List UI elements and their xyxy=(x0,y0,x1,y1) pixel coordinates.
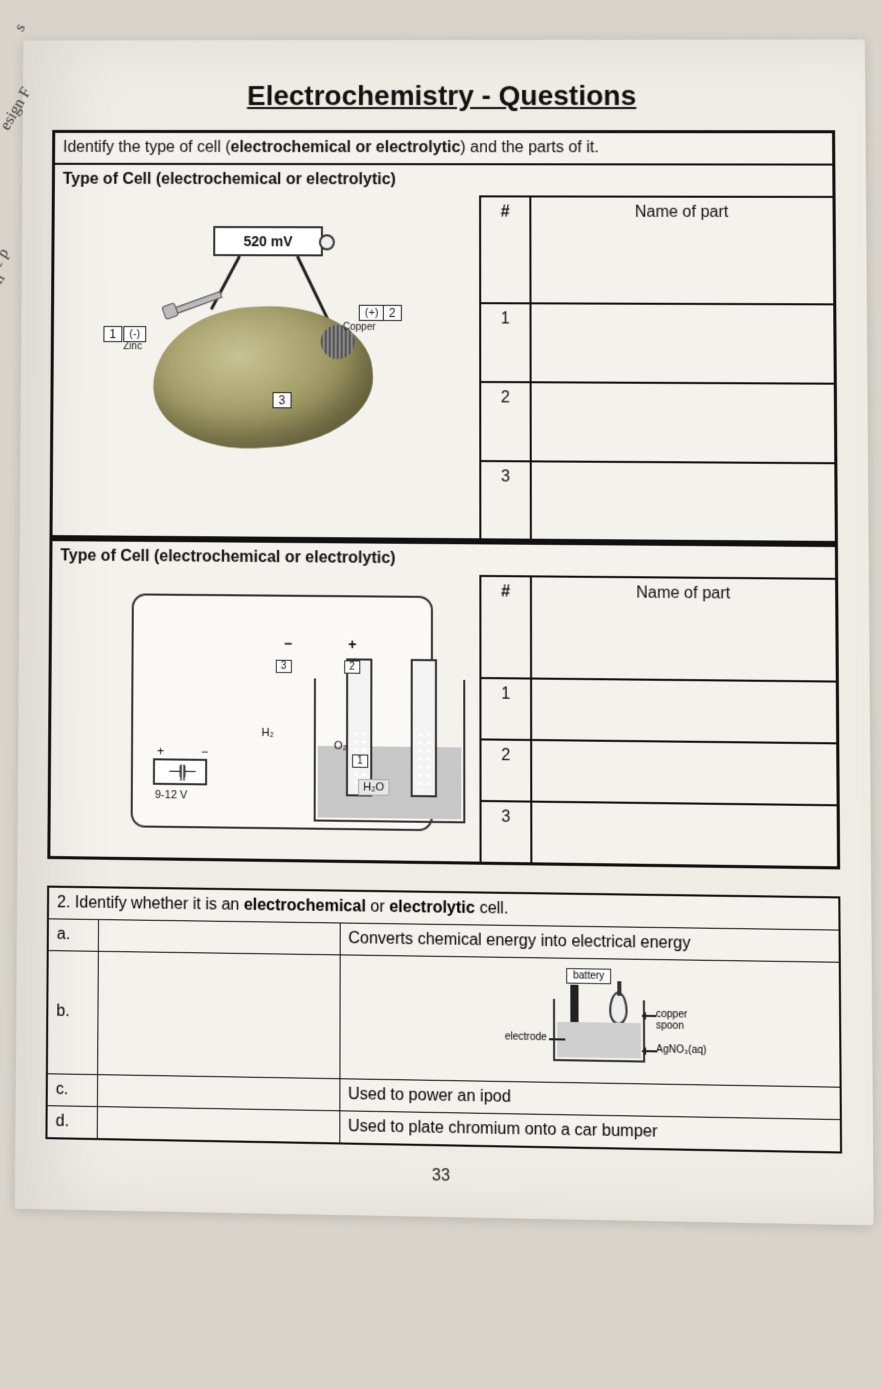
q1-type-header-1: Type of Cell (electrochemical or electro… xyxy=(53,164,834,197)
answer-cell[interactable] xyxy=(97,951,340,1078)
answer-cell[interactable] xyxy=(531,679,838,744)
answer-cell[interactable] xyxy=(97,1106,340,1143)
row-num: 3 xyxy=(480,461,531,541)
wire xyxy=(210,255,241,310)
q2-letter: d. xyxy=(46,1105,96,1138)
hash-header: # xyxy=(480,576,531,679)
water xyxy=(318,746,462,819)
q1-table: Identify the type of cell (electrochemic… xyxy=(47,130,840,869)
label-num-2: 2 xyxy=(383,305,402,321)
o2-label: O₂ xyxy=(334,740,347,752)
label-pos: (+) xyxy=(359,305,385,321)
q1-instr-pre: Identify the type of cell ( xyxy=(63,139,231,156)
mini-battery-label: battery xyxy=(566,968,612,984)
page-number: 33 xyxy=(45,1159,842,1193)
label-zinc: Zinc xyxy=(123,341,142,352)
q2-mid: or xyxy=(366,898,389,916)
q2-letter: c. xyxy=(47,1073,97,1106)
hash-header: # xyxy=(480,196,530,303)
worksheet-page: s esign F yte p of li Electrochemistry -… xyxy=(15,39,874,1224)
q1-instruction: Identify the type of cell (electrochemic… xyxy=(54,131,834,164)
row-num: 2 xyxy=(480,382,531,461)
q2-diagram-plating: battery electrode copper spoon AgNO₃(aq) xyxy=(339,954,840,1086)
h2o-label: H₂O xyxy=(358,779,389,796)
q2-pre: 2. Identify whether it is an xyxy=(57,893,244,913)
label-copper: Copper xyxy=(343,322,376,333)
answer-cell[interactable] xyxy=(531,740,838,805)
q2-letter: a. xyxy=(48,918,98,950)
mini-agno3-label: AgNO₃(aq) xyxy=(656,1044,706,1056)
label-num-1b: 1 xyxy=(352,754,368,767)
row-num: 2 xyxy=(480,739,531,801)
q2-post: cell. xyxy=(475,899,508,917)
label-neg: (-) xyxy=(123,326,146,342)
label-num-3b: 3 xyxy=(276,660,292,673)
q2-letter: b. xyxy=(47,950,98,1074)
q2-table: 2. Identify whether it is an electrochem… xyxy=(45,885,842,1153)
q2-b2: electrolytic xyxy=(389,898,475,917)
plus-sign: + xyxy=(348,636,356,652)
voltmeter: 520 mV xyxy=(213,226,323,256)
test-tube-left xyxy=(346,658,372,796)
answer-cell[interactable] xyxy=(531,802,838,868)
edge-fragment: of li xyxy=(0,271,9,303)
answer-cell[interactable] xyxy=(531,382,836,463)
mini-solution xyxy=(557,1022,641,1059)
answer-cell[interactable] xyxy=(98,919,340,954)
arrow-icon xyxy=(642,1050,656,1052)
q2-b1: electrochemical xyxy=(244,896,366,915)
row-num: 3 xyxy=(480,801,531,863)
arrow-icon xyxy=(642,1015,656,1017)
edge-fragment: esign F xyxy=(0,84,36,133)
q1-instr-bold: electrochemical or electrolytic xyxy=(230,139,460,156)
answer-cell[interactable] xyxy=(531,461,837,543)
mini-electrode-label: electrode xyxy=(505,1031,547,1043)
name-of-part-header: Name of part xyxy=(530,196,834,304)
q1-instr-post: ) and the parts of it. xyxy=(460,139,598,156)
answer-cell[interactable] xyxy=(97,1074,340,1110)
label-num-3: 3 xyxy=(273,392,292,408)
battery-icon: ⊣∣∣⊢ xyxy=(153,758,207,785)
mini-copper-spoon-label: copper spoon xyxy=(656,1009,687,1032)
row-num: 1 xyxy=(480,303,530,382)
q1-diagram-2: ⊣∣∣⊢ 9-12 V − + H₂ O₂ H₂O 3 2 1 xyxy=(49,572,481,862)
minus-sign: − xyxy=(284,635,292,651)
h2-label: H₂ xyxy=(261,727,273,739)
row-num: 1 xyxy=(480,678,531,740)
page-title: Electrochemistry - Questions xyxy=(52,80,835,112)
test-tube-right xyxy=(411,659,437,797)
q1-diagram-1: 520 mV 1 (-) Zinc (+) 2 Copper 3 xyxy=(51,196,480,541)
answer-cell[interactable] xyxy=(530,303,835,383)
mini-beaker-icon xyxy=(553,999,645,1063)
label-num-2b: 2 xyxy=(344,660,360,673)
zinc-nail-icon xyxy=(161,302,179,320)
label-num-1: 1 xyxy=(103,326,122,342)
name-of-part-header: Name of part xyxy=(531,576,837,681)
bubbles-icon xyxy=(417,727,431,791)
battery-voltage-label: 9-12 V xyxy=(155,789,188,802)
edge-fragment: s xyxy=(11,20,29,34)
